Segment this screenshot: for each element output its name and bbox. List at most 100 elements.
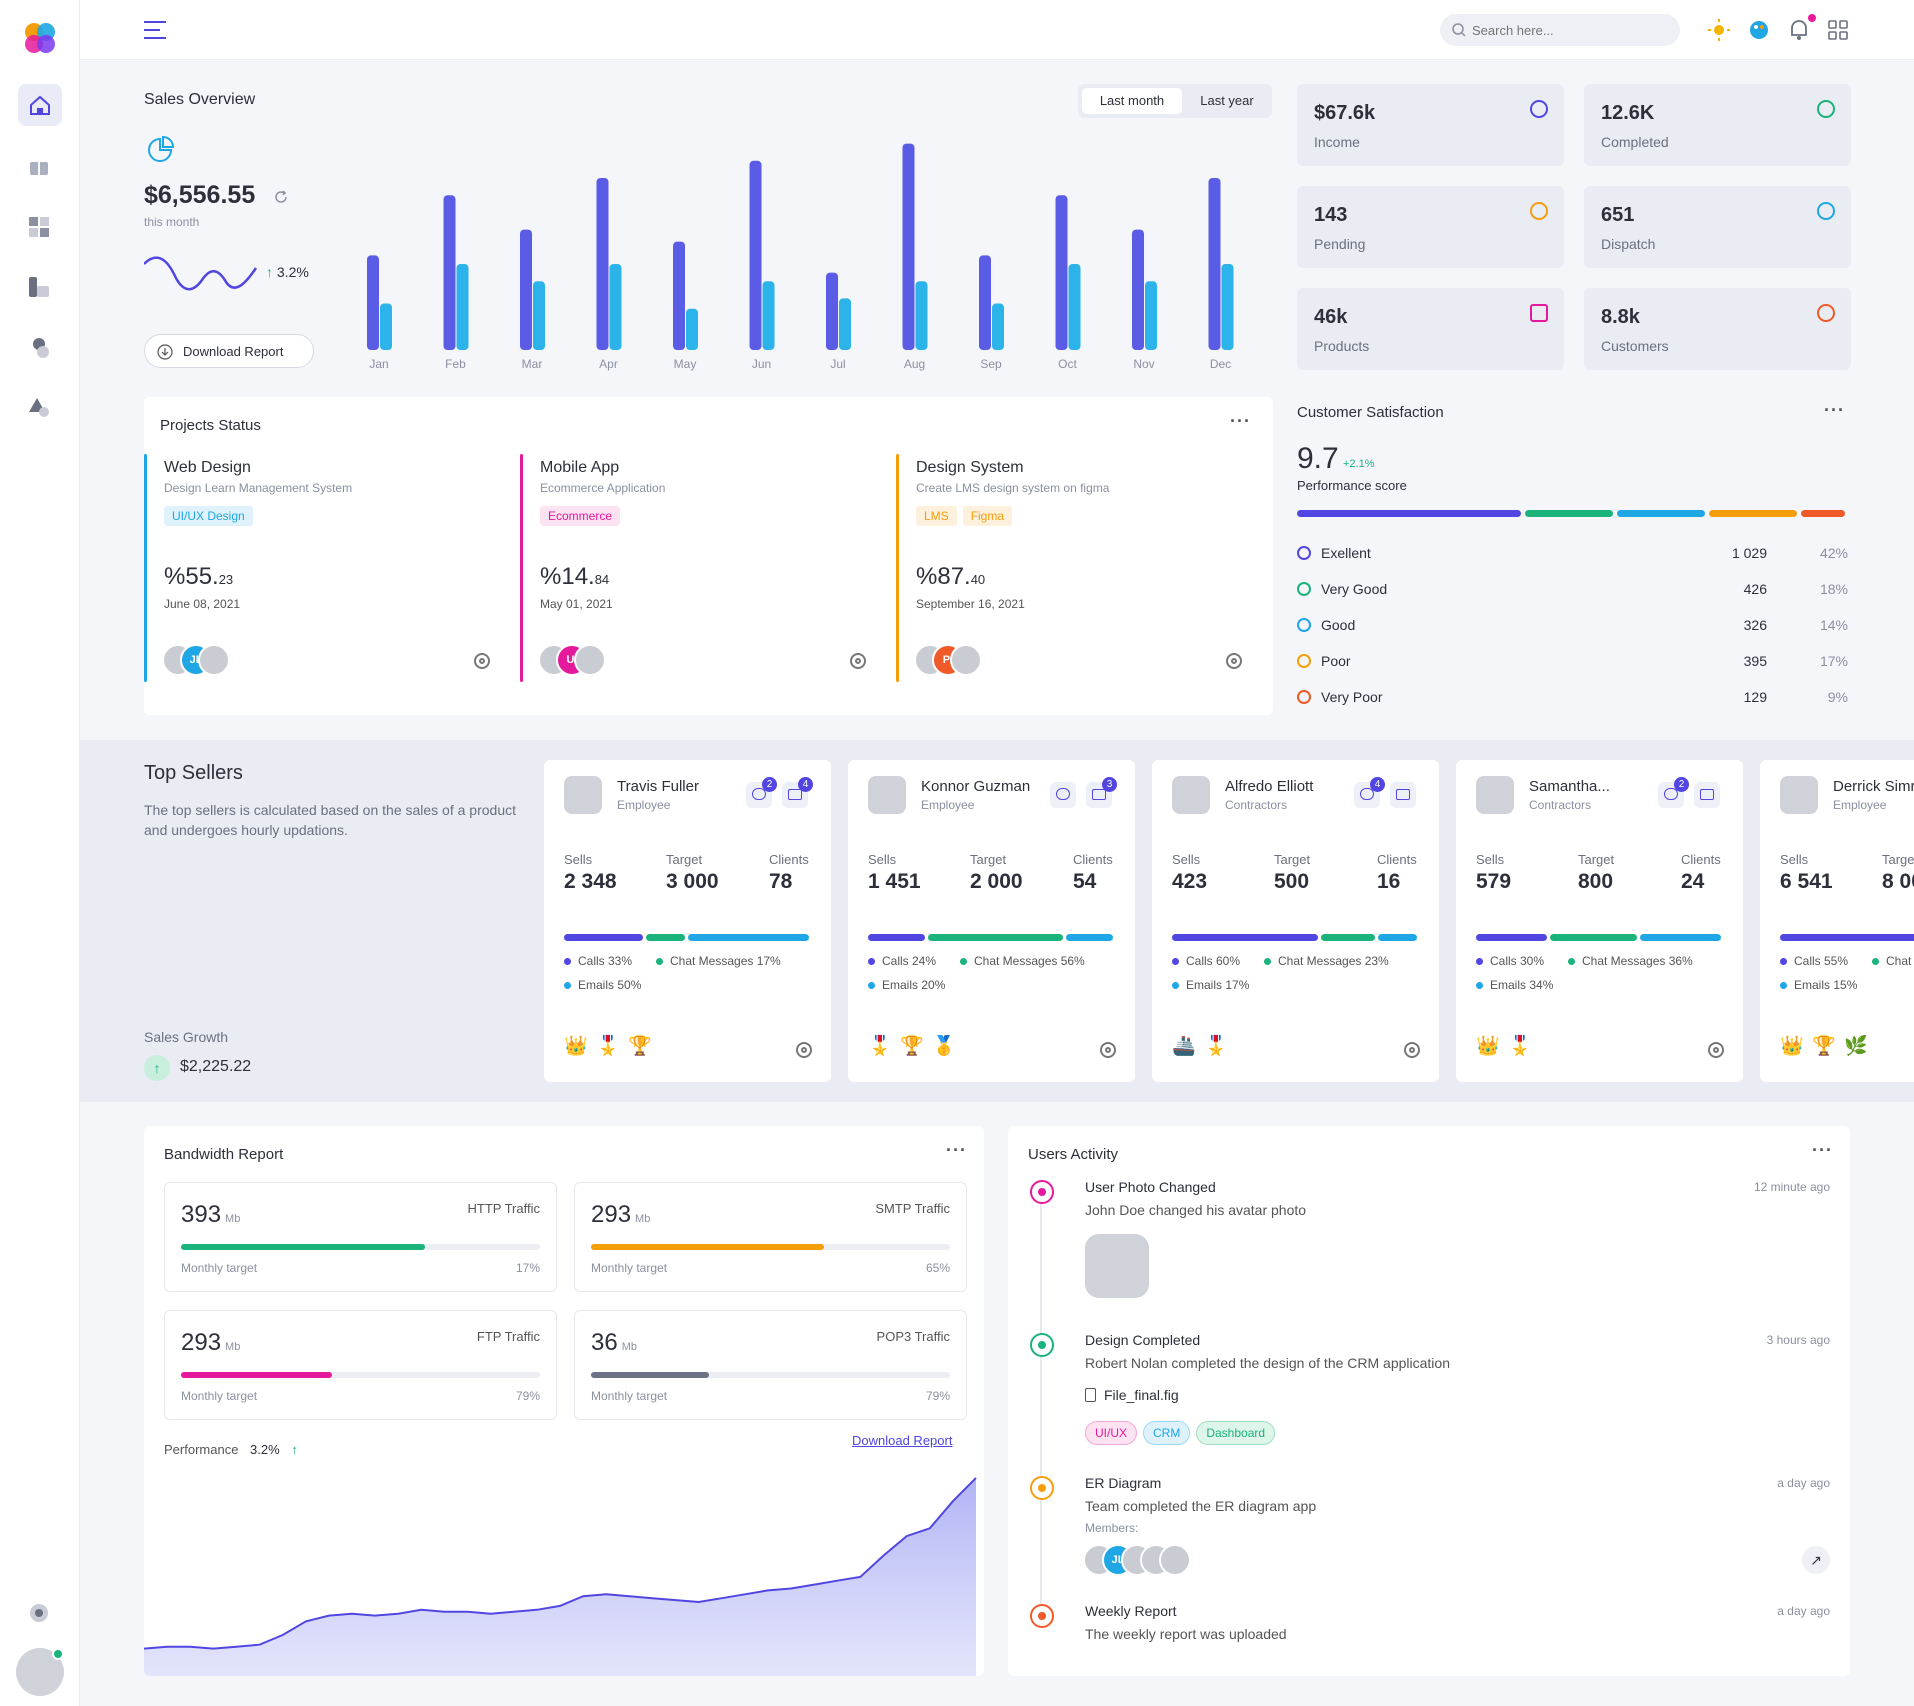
stat-card-dispatch[interactable]: 651 Dispatch [1584, 186, 1851, 268]
gift-icon[interactable] [28, 155, 50, 177]
chat-button[interactable]: 4 [1354, 777, 1385, 808]
activity-title[interactable]: ER Diagram [1085, 1475, 1162, 1491]
activity-title[interactable]: Weekly Report [1085, 1603, 1177, 1619]
activity-title[interactable]: Design Completed [1085, 1332, 1201, 1348]
tab-last-year[interactable]: Last year [1200, 93, 1254, 108]
seller-name[interactable]: Samantha... [1529, 778, 1610, 795]
project-name[interactable]: Web Design [164, 459, 251, 476]
seller-photo [1172, 776, 1210, 814]
seller-name[interactable]: Alfredo Elliott [1225, 778, 1314, 795]
x-tick-label: Jul [830, 357, 845, 371]
chat-button[interactable]: 2 [746, 777, 777, 808]
users-group-icon[interactable] [28, 336, 50, 358]
mail-icon [1700, 789, 1714, 800]
seller-target-value: 3 000 [666, 870, 719, 893]
bandwidth-more-icon[interactable]: ··· [946, 1140, 967, 1160]
search-input[interactable] [1472, 20, 1662, 40]
chat-icon [752, 788, 766, 800]
menu-hamburger-icon[interactable] [144, 19, 168, 41]
project-percent-main: %87. [916, 563, 971, 590]
stat-card-income[interactable]: $67.6k Income [1297, 84, 1564, 166]
seller-settings-icon[interactable] [1404, 1042, 1420, 1063]
seller-share-bar [1320, 934, 1375, 941]
project-tag[interactable]: Figma [962, 506, 1013, 526]
settings-flower-icon[interactable] [28, 1602, 50, 1624]
stat-card-products[interactable]: 46k Products [1297, 288, 1564, 370]
bandwidth-download-link[interactable]: Download Report [852, 1433, 953, 1448]
seller-card[interactable]: Samantha... Contractors 2 Sells 579 Target 800… [1456, 760, 1743, 1082]
x-tick-label: Aug [904, 357, 925, 371]
activity-tag[interactable]: CRM [1143, 1421, 1191, 1445]
activity-title[interactable]: User Photo Changed [1085, 1179, 1216, 1195]
project-settings-icon[interactable] [1226, 653, 1242, 674]
chat-button[interactable]: 2 [1658, 777, 1689, 808]
chat-button[interactable] [1050, 782, 1076, 808]
project-settings-icon[interactable] [474, 653, 490, 674]
mail-button[interactable] [1390, 782, 1416, 808]
users-activity-card: Users Activity ··· [1008, 1126, 1850, 1676]
sun-icon[interactable] [1708, 19, 1730, 41]
seller-settings-icon[interactable] [1708, 1042, 1724, 1063]
external-link-icon[interactable]: ↗ [1802, 1546, 1830, 1574]
member-avatar[interactable] [198, 644, 230, 676]
project-name[interactable]: Mobile App [540, 459, 620, 476]
bar-series-1-May [673, 241, 685, 350]
satisfaction-bar-segment [1801, 510, 1845, 517]
satisfaction-more-icon[interactable]: ··· [1824, 400, 1845, 420]
activity-tag[interactable]: Dashboard [1196, 1421, 1276, 1445]
member-avatar[interactable] [1159, 1544, 1191, 1576]
notification-dot [1808, 14, 1816, 22]
project-settings-icon[interactable] [850, 653, 866, 674]
mail-button[interactable]: 4 [782, 777, 813, 808]
seller-sells-label: Sells [1476, 852, 1505, 867]
brand-logo-icon[interactable] [20, 18, 60, 58]
seller-card[interactable]: Alfredo Elliott Contractors 4 Sells 423 Targe… [1152, 760, 1439, 1082]
project-tag[interactable]: UI/UX Design [164, 506, 253, 526]
shapes-icon[interactable] [28, 396, 50, 418]
legend-chat-text: Chat Messages [1886, 954, 1914, 968]
activity-more-icon[interactable]: ··· [1812, 1140, 1833, 1160]
member-avatar[interactable] [950, 644, 982, 676]
traffic-percent: 79% [925, 1389, 950, 1403]
dot-icon [1476, 958, 1483, 965]
growth-up-icon: ↑ [144, 1055, 170, 1081]
stat-card-completed[interactable]: 12.6K Completed [1584, 84, 1851, 166]
seller-settings-icon[interactable] [796, 1042, 812, 1063]
seller-name[interactable]: Derrick Simr [1833, 778, 1914, 795]
layers-icon[interactable] [28, 276, 50, 298]
sidebar-item-home[interactable] [18, 84, 62, 126]
stat-card-pending[interactable]: 143 Pending [1297, 186, 1564, 268]
mail-button[interactable]: 3 [1086, 777, 1117, 808]
seller-sells-value: 6 541 [1780, 870, 1833, 893]
more-options-icon[interactable]: ··· [1230, 411, 1251, 431]
project-tag[interactable]: Ecommerce [540, 506, 621, 526]
seller-settings-icon[interactable] [1100, 1042, 1116, 1063]
seller-name[interactable]: Konnor Guzman [921, 778, 1031, 795]
seller-share-bar [1780, 934, 1914, 941]
project-tag[interactable]: LMS [916, 506, 957, 526]
project-name[interactable]: Design System [916, 459, 1024, 476]
refresh-icon[interactable] [274, 190, 288, 204]
seller-card[interactable]: Derrick Simr Employee Sells 6 541 Target 8 00… [1760, 760, 1914, 1082]
stat-card-customers[interactable]: 8.8k Customers [1584, 288, 1851, 370]
search-box[interactable] [1440, 14, 1680, 46]
x-tick-label: Dec [1210, 357, 1231, 371]
apps-grid-icon[interactable] [1828, 20, 1848, 40]
tab-last-month[interactable]: Last month [1082, 88, 1182, 114]
palette-icon[interactable] [1748, 19, 1770, 41]
sales-growth-label: Sales Growth [144, 1029, 229, 1045]
seller-clients-value: 78 [769, 870, 793, 893]
seller-card[interactable]: Travis Fuller Employee 2 4 Sells 2 348 Target 3… [544, 760, 831, 1082]
download-report-button[interactable]: Download Report [144, 334, 314, 368]
seller-card[interactable]: Konnor Guzman Employee 3 Sells 1 451 Target 2 … [848, 760, 1135, 1082]
dashboard-grid-icon[interactable] [28, 216, 50, 238]
activity-tag[interactable]: UI/UX [1085, 1421, 1138, 1445]
avatar-photo-thumbnail[interactable] [1085, 1234, 1149, 1298]
mail-button[interactable] [1694, 782, 1720, 808]
traffic-progress-track [181, 1244, 540, 1250]
attached-file[interactable]: File_final.fig [1085, 1387, 1179, 1403]
member-avatar[interactable] [574, 644, 606, 676]
activity-desc: Team completed the ER diagram app [1085, 1498, 1317, 1514]
bell-icon[interactable] [1788, 18, 1810, 42]
seller-name[interactable]: Travis Fuller [617, 778, 699, 795]
